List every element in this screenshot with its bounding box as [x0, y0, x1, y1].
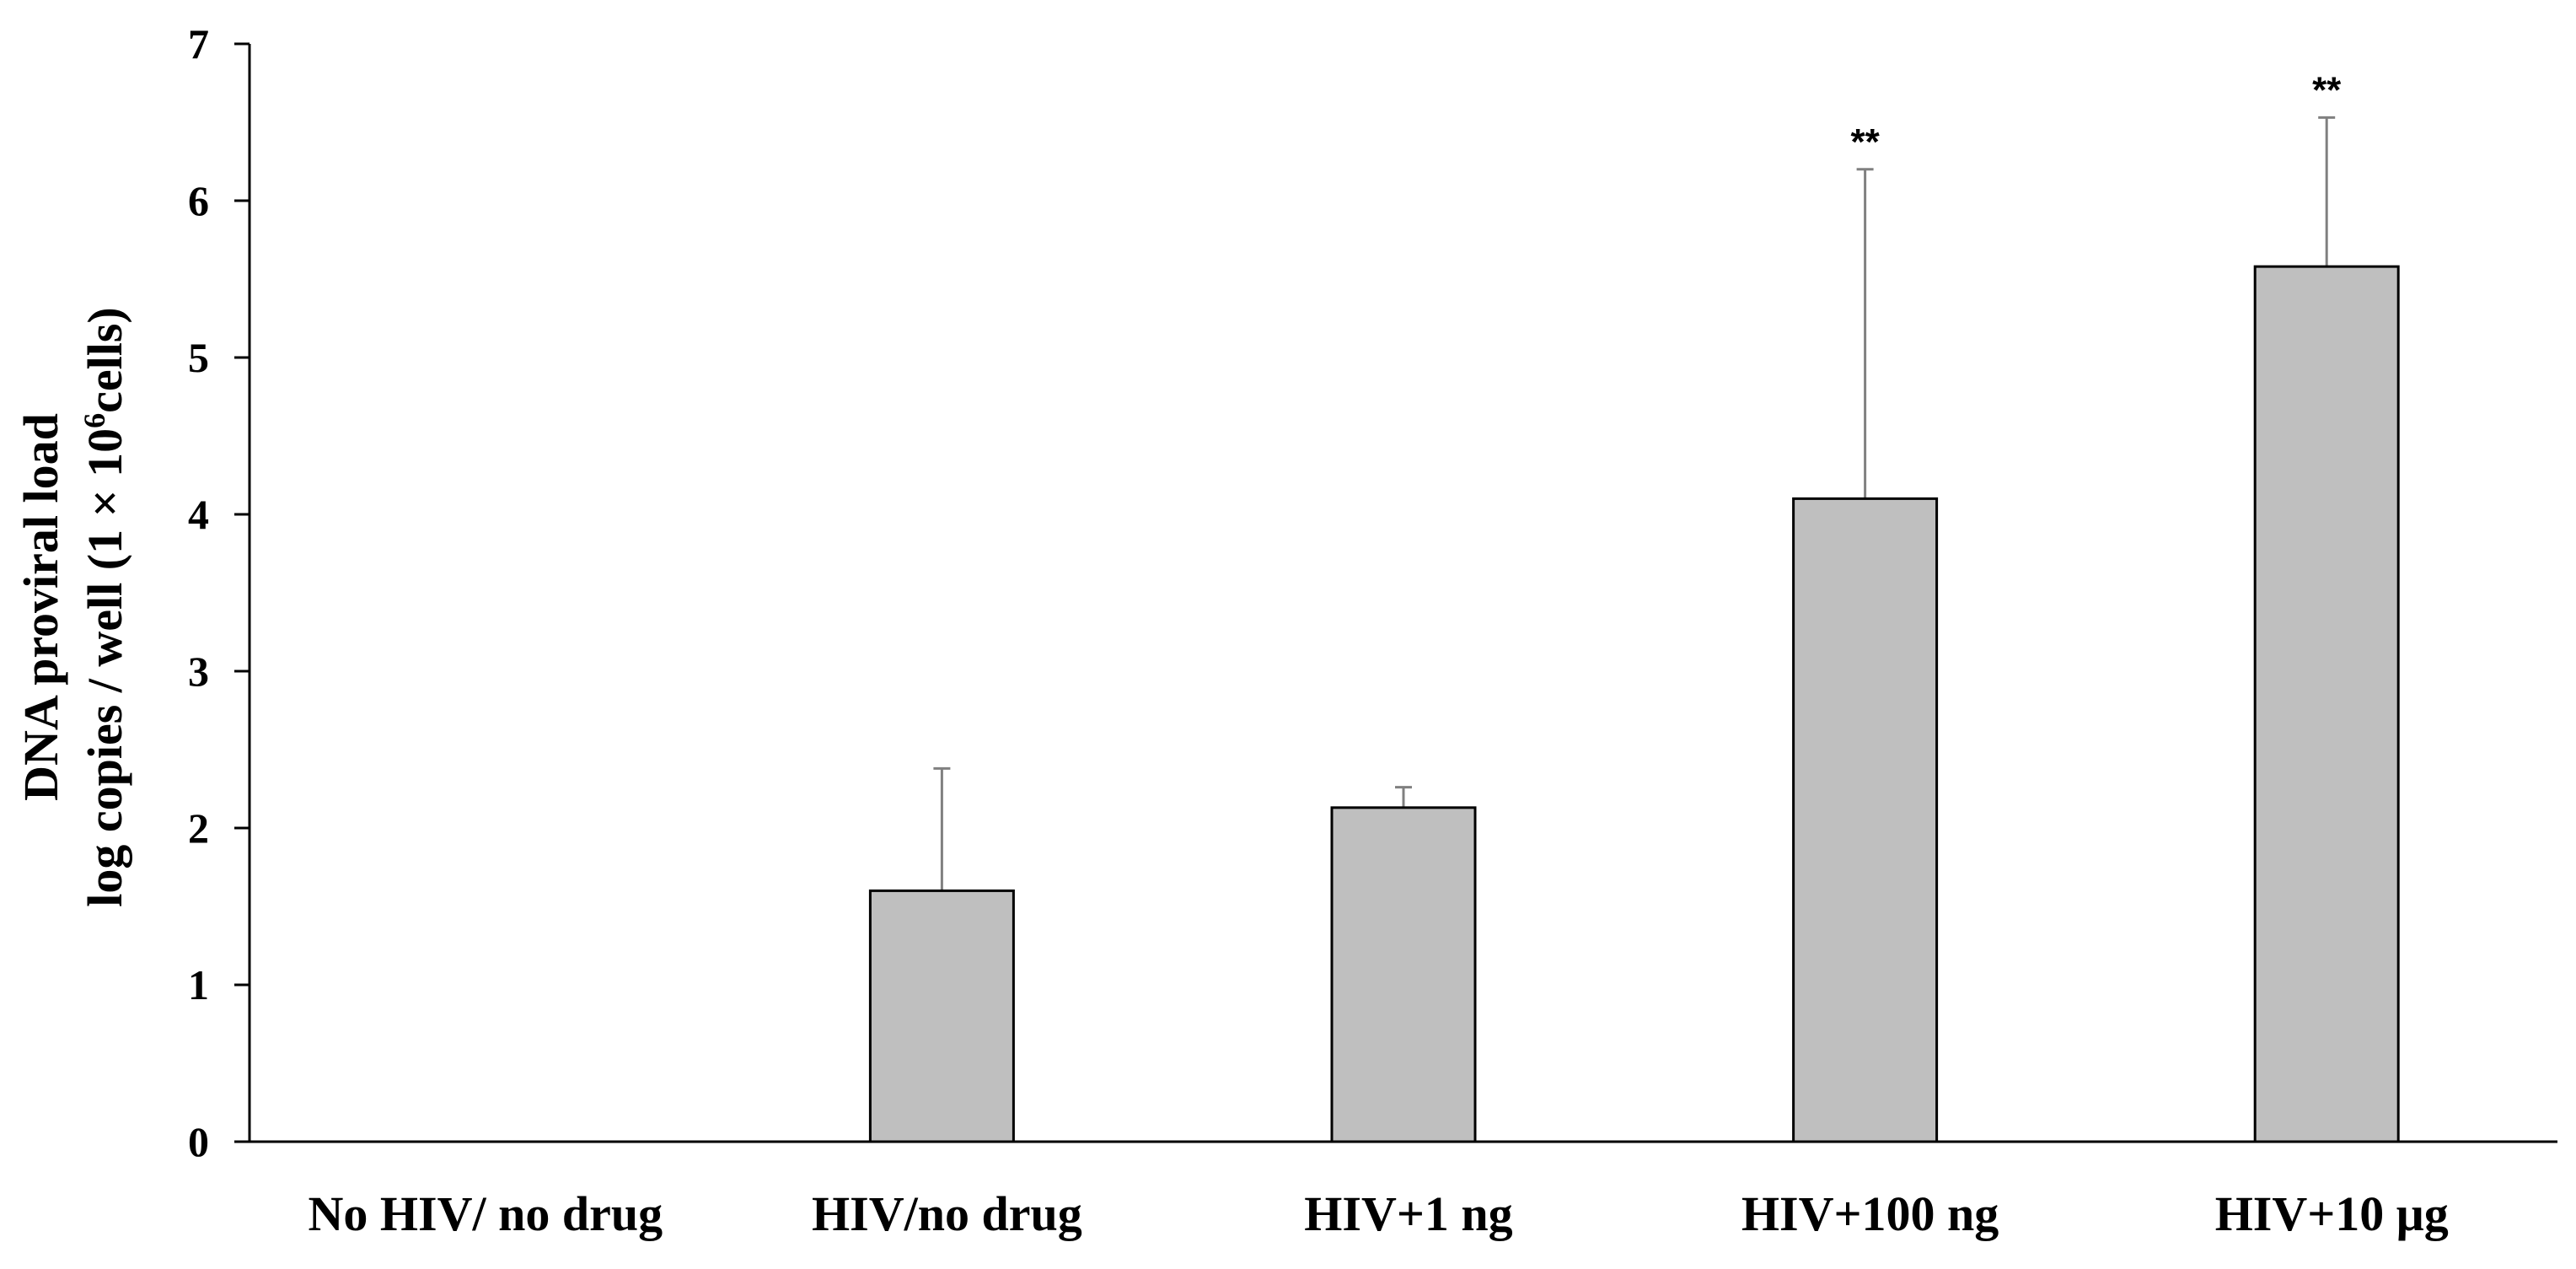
y-tick-label: 1 — [188, 961, 209, 1008]
y-axis-title-line1: DNA proviral load — [13, 413, 68, 801]
significance-label: ** — [2312, 69, 2342, 110]
y-axis-title-line2-prefix: log copies / well (1 × 10 — [78, 428, 132, 907]
y-tick-label: 3 — [188, 648, 209, 695]
bar — [1792, 497, 1939, 1143]
x-category-label: HIV+100 ng — [1741, 1186, 1999, 1241]
y-axis-title-line2: log copies / well (1 × 106cells) — [78, 307, 132, 907]
bar — [1330, 806, 1477, 1143]
y-tick-label: 5 — [188, 334, 209, 381]
x-category-label: HIV+1 ng — [1304, 1186, 1512, 1241]
y-axis-title-line2-suffix: cells) — [78, 307, 132, 413]
y-tick-label: 2 — [188, 804, 209, 852]
bar — [2253, 265, 2400, 1143]
x-category-label: No HIV/ no drug — [309, 1186, 663, 1241]
bar — [868, 889, 1015, 1143]
x-category-label: HIV+10 μg — [2215, 1186, 2449, 1241]
significance-label: ** — [1850, 121, 1880, 163]
y-tick-label: 0 — [188, 1118, 209, 1165]
x-category-label: HIV/no drug — [812, 1186, 1082, 1241]
y-tick-label: 4 — [188, 491, 209, 538]
y-tick-label: 7 — [188, 20, 209, 67]
y-axis-title-superscript: 6 — [78, 413, 111, 428]
y-axis-title: DNA proviral load log copies / well (1 ×… — [13, 307, 132, 907]
plot-area: 0 1 2 3 4 5 6 7 No HIV/ no drug HIV/no drug HIV+1 … — [188, 20, 2557, 1241]
y-tick-label: 6 — [188, 177, 209, 224]
